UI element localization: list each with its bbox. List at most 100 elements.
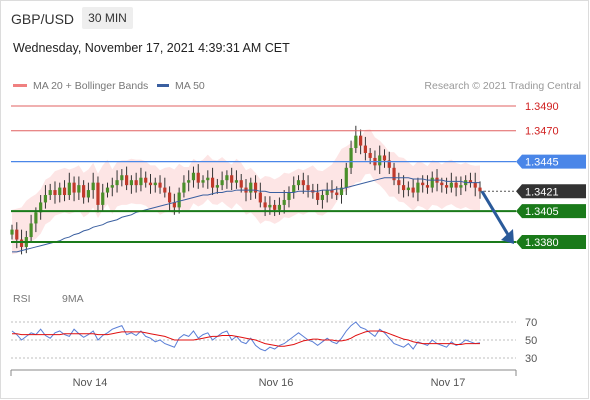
candle-body [459,185,463,188]
candle-body [115,180,119,186]
candle-body [148,182,153,186]
timeframe-button[interactable]: 30 MIN [82,7,133,29]
level-tag-pivot [516,154,586,169]
candle-body [153,182,157,186]
candle-body [401,185,406,191]
candle-body [397,180,401,186]
candle-body [86,190,91,198]
candle-body [277,204,282,210]
candle-body [15,229,19,240]
legend-label: MA 20 + Bollinger Bands [33,80,149,92]
level-tag-support [516,235,586,249]
candle-body [230,175,234,183]
candle-body [167,192,172,203]
legend-item-rsi: RSI [13,293,31,305]
candle-body [62,187,67,196]
rsi-line [11,321,481,352]
candle-body [330,190,334,193]
level-label: 1.3380 [525,237,559,249]
datetime-label: Wednesday, November 17, 2021 4:39:31 AM … [13,41,290,55]
candle-body [129,180,133,186]
candle-body [354,135,358,149]
candle-body [421,182,425,186]
candle-body [316,192,320,200]
x-tick-label: Nov 16 [259,377,294,389]
candle-body [392,167,396,181]
candle-body [335,192,339,196]
rsi-tick-label: 30 [525,353,537,365]
candle-body [306,185,310,191]
candle-body [144,177,148,183]
legend-item-9ma: 9MA [62,293,84,305]
candle-body [349,148,353,168]
candle-body [196,172,200,183]
rsi-ma9-line [12,330,480,347]
candle-body [263,202,267,208]
level-label: 1.3405 [525,206,559,218]
candle-body [19,239,24,247]
candle-body [359,135,363,146]
legend-label: MA 50 [175,80,205,92]
candle-body [378,155,382,166]
candle-body [201,180,205,183]
candle-body [120,175,124,181]
candle-body [29,223,33,238]
candle-body [320,195,325,200]
candle-body [67,182,71,196]
candle-body [478,187,482,192]
price-panel [10,125,482,255]
candle-body [105,187,110,193]
candle-body [125,175,129,186]
candle-body [387,160,391,168]
forecast-arrow [480,190,512,239]
x-axis: Nov 14 Nov 16 Nov 17 [10,369,517,389]
candle-body [382,155,387,161]
candle-body [287,192,291,200]
level-tag-current [516,184,586,199]
candle-body [292,185,296,193]
candle-body [210,177,215,188]
candle-body [249,182,253,193]
candle-body [187,180,191,183]
candle-body [301,180,305,186]
candle-body [468,180,473,183]
candle-body [220,180,224,186]
candle-body [43,195,48,203]
bollinger-swatch-icon [13,83,27,87]
candle-body [268,204,272,208]
candle-body [101,192,105,205]
x-tick-label: Nov 17 [431,377,466,389]
candle-body [96,182,100,205]
level-label: 1.3490 [525,101,559,113]
candle-body [339,187,344,196]
legend-item-bollinger: MA 20 + Bollinger Bands [13,80,148,92]
candle-body [215,185,219,188]
candle-body [182,182,186,193]
candle-body [239,180,243,188]
candle-body [34,212,38,224]
candle-body [368,152,372,158]
candle-body [53,190,57,196]
levels-layer: 1.3490 1.3470 1.3445 1.3421 1.3405 1.3380 [11,101,586,249]
research-credit: Research © 2021 Trading Central [424,80,581,92]
rsi-tick-label: 50 [525,335,537,347]
candle-body [139,177,143,186]
candle-body [425,185,430,188]
ma50-line [12,177,480,253]
candle-body [163,187,167,193]
level-tag-support [516,204,586,219]
candle-body [473,182,477,188]
candle-body [344,167,348,188]
rsi-tick-label: 70 [525,317,537,329]
legend-item-ma50: MA 50 [157,80,205,92]
candle-body [191,172,196,181]
candle-body [134,180,138,186]
legend-label: RSI [13,293,31,305]
candle-body [91,182,95,191]
candle-body [416,182,420,193]
candle-body [58,187,62,196]
candle-body [172,202,176,208]
candle-body [282,199,286,205]
ma50-swatch-icon [157,83,169,87]
